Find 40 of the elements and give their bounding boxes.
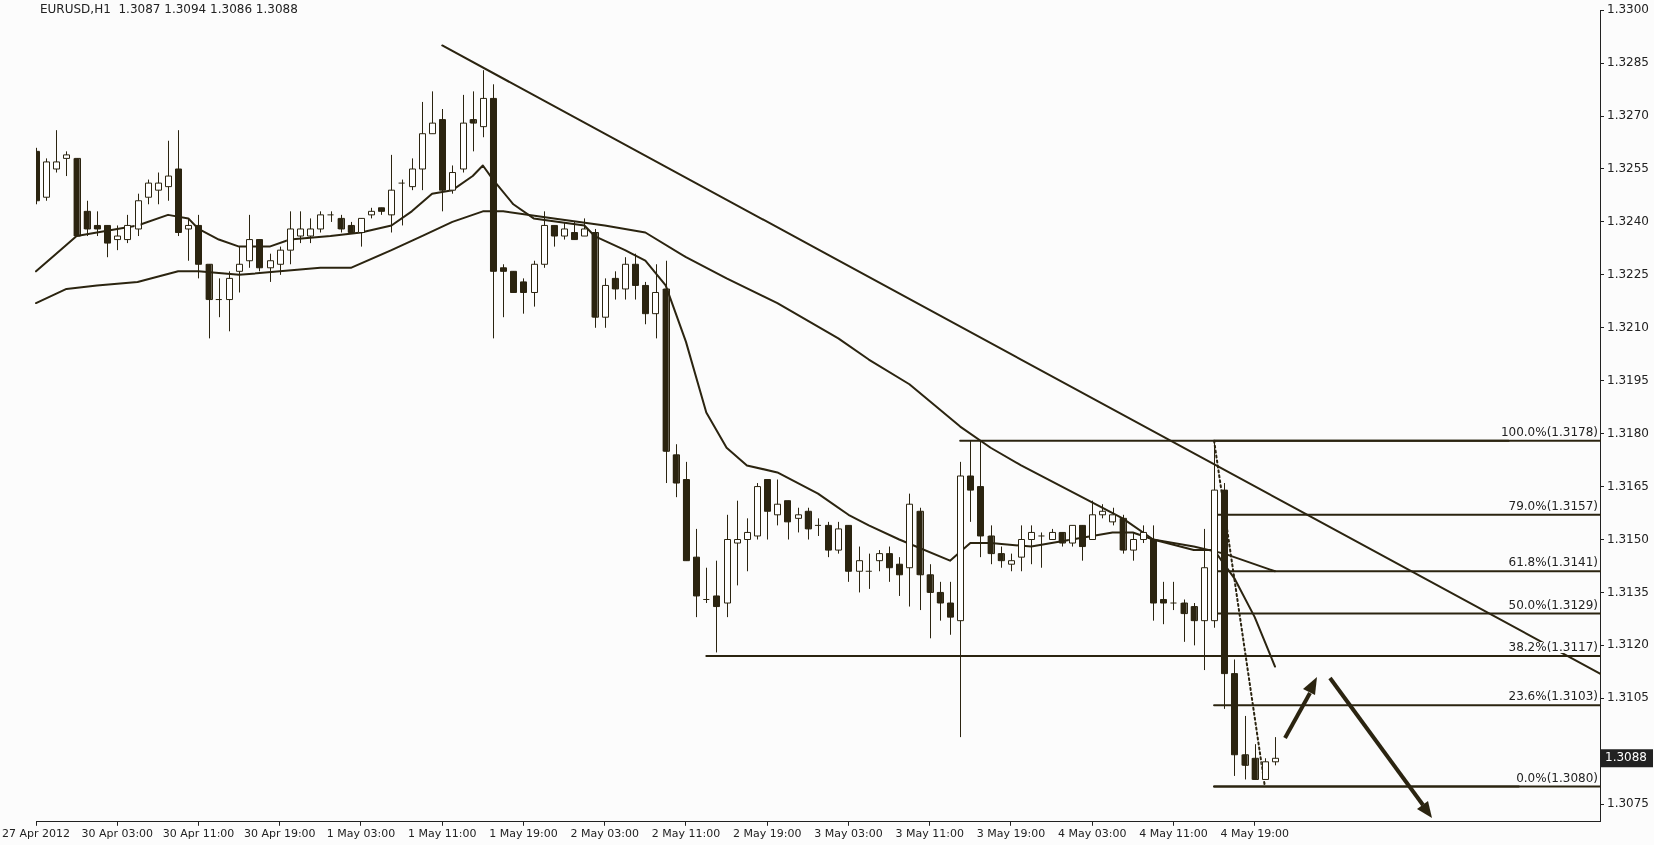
annotation: 0.0%(1.3080) (1516, 770, 1598, 785)
x-tick-label: 4 May 03:00 (1057, 827, 1127, 841)
x-tick-label: 3 May 03:00 (814, 827, 883, 841)
y-tick-label: 1.3225 (1607, 266, 1649, 281)
x-tick-label: 3 May 19:00 (976, 827, 1046, 841)
y-tick-label: 1.3180 (1607, 425, 1649, 440)
y-tick-label: 1.3255 (1607, 161, 1649, 176)
y-tick-label: 1.3150 (1607, 531, 1649, 546)
y-tick-label: 1.3210 (1607, 319, 1649, 334)
x-tick-label: 30 Apr 19:00 (243, 827, 316, 841)
annotation: 79.0%(1.3157) (1508, 498, 1598, 513)
annotation: 38.2%(1.3117) (1508, 640, 1598, 655)
y-tick-label: 1.3135 (1607, 584, 1649, 599)
x-tick-label: 27 Apr 2012 (2, 827, 71, 841)
x-tick-label: 2 May 03:00 (570, 827, 639, 841)
x-tick-label: 3 May 11:00 (895, 827, 964, 841)
chart-title: EURUSD,H1 1.3087 1.3094 1.3086 1.3088 (40, 2, 298, 17)
annotation: 50.0%(1.3129) (1508, 597, 1598, 612)
annotation: 100.0%(1.3178) (1500, 424, 1598, 439)
y-tick-label: 1.3120 (1607, 637, 1649, 652)
y-tick-label: 1.3240 (1607, 214, 1649, 229)
text: 1.3088 (1605, 750, 1647, 765)
y-tick-label: 1.3165 (1607, 478, 1649, 493)
y-tick-label: 1.3300 (1607, 2, 1649, 17)
x-tick-label: 30 Apr 11:00 (162, 827, 235, 841)
x-tick-label: 4 May 11:00 (1139, 827, 1208, 841)
annotation: 23.6%(1.3103) (1508, 689, 1598, 704)
y-tick-label: 1.3105 (1607, 690, 1649, 705)
x-tick-label: 1 May 19:00 (489, 827, 558, 841)
y-tick-label: 1.3270 (1607, 108, 1649, 123)
x-tick-label: 2 May 11:00 (651, 827, 721, 841)
x-tick-label: 1 May 11:00 (408, 827, 477, 841)
y-tick-label: 1.3285 (1607, 55, 1649, 70)
annotation: 61.8%(1.3141) (1508, 555, 1598, 570)
x-tick-label: 1 May 03:00 (326, 827, 396, 841)
x-tick-label: 2 May 19:00 (733, 827, 802, 841)
x-tick-label: 4 May 19:00 (1220, 827, 1289, 841)
y-tick-label: 1.3195 (1607, 372, 1649, 387)
x-tick-label: 30 Apr 03:00 (81, 827, 154, 841)
y-tick-label: 1.3075 (1607, 796, 1649, 811)
